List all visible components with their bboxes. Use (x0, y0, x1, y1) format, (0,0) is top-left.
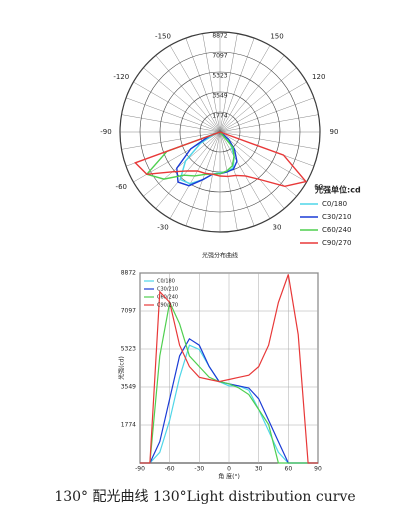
legend-label: C30/210 (322, 213, 352, 221)
x-tick-label: -30 (194, 466, 204, 473)
x-tick-label: 30 (255, 466, 263, 473)
angle-tick-label: 90 (330, 128, 339, 136)
legend-label: C0/180 (157, 279, 175, 285)
radial-grid-line (219, 131, 319, 150)
y-tick-label: 7097 (121, 308, 136, 315)
radial-grid-line (219, 114, 319, 133)
radial-grid-line (219, 97, 315, 133)
angle-tick-label: 30 (273, 223, 282, 231)
r-grid-circle (119, 31, 321, 233)
angle-tick-label: -60 (116, 183, 127, 191)
angle-tick-label: 60 (314, 183, 323, 191)
legend-title: 光强单位:cd (314, 185, 361, 195)
radial-grid-line (155, 55, 221, 133)
radial-grid-line (219, 131, 238, 231)
angle-tick-label: -30 (157, 223, 168, 231)
y-tick-label: 5323 (121, 346, 136, 353)
radial-grid-line (219, 45, 271, 133)
r-tick-label: 8872 (212, 33, 227, 40)
polar-caption: 光强分布曲线 (202, 252, 238, 260)
caption: 130° 配光曲线 130°Light distribution curve (54, 489, 355, 505)
angle-tick-label: -120 (113, 73, 129, 81)
r-grid-circle (199, 111, 241, 153)
x-tick-label: -90 (135, 466, 145, 473)
legend-label: C0/180 (322, 200, 347, 208)
radial-grid-line (143, 67, 221, 133)
radial-grid-line (219, 55, 285, 133)
radial-grid-line (125, 97, 221, 133)
radial-grid-line (202, 131, 221, 231)
legend-label: C60/240 (157, 295, 178, 301)
line-series (140, 274, 318, 464)
radial-grid-line (219, 131, 255, 227)
radial-grid-line (219, 67, 297, 133)
radial-grid-line (219, 37, 255, 133)
angle-tick-label: 150 (270, 33, 283, 41)
x-axis-label: 角 度(°) (218, 473, 240, 481)
legend-label: C60/240 (322, 226, 352, 234)
y-axis-label: 光强(cd) (118, 356, 126, 380)
r-grid-circle (139, 51, 301, 213)
r-tick-label: 7097 (212, 53, 227, 60)
radial-grid-line (219, 131, 307, 183)
legend-label: C30/210 (157, 287, 178, 293)
radial-grid-line (185, 37, 221, 133)
legend-label: C90/270 (322, 239, 352, 247)
radial-grid-line (133, 81, 221, 133)
r-tick-label: 3549 (212, 92, 227, 99)
angle-tick-label: -150 (155, 33, 171, 41)
x-tick-label: -60 (165, 466, 175, 473)
y-tick-label: 1774 (121, 422, 136, 429)
y-tick-label: 3549 (121, 383, 136, 390)
radial-grid-line (219, 33, 238, 133)
r-grid-circle (159, 71, 281, 193)
radial-grid-line (202, 33, 221, 133)
r-tick-label: 1774 (212, 113, 227, 120)
radial-grid-line (219, 81, 307, 133)
radial-grid-line (121, 131, 221, 150)
radial-grid-line (169, 45, 221, 133)
legend-label: C90/270 (157, 303, 178, 309)
radial-grid-line (121, 114, 221, 133)
angle-tick-label: -90 (100, 128, 111, 136)
x-tick-label: 90 (314, 466, 322, 473)
polar-curve (134, 131, 308, 188)
x-tick-label: 60 (285, 466, 293, 473)
x-tick-label: 0 (227, 466, 231, 473)
y-tick-label: 8872 (121, 270, 136, 277)
angle-tick-label: 120 (312, 73, 325, 81)
r-tick-label: 5323 (212, 73, 227, 80)
radial-grid-line (143, 131, 221, 197)
